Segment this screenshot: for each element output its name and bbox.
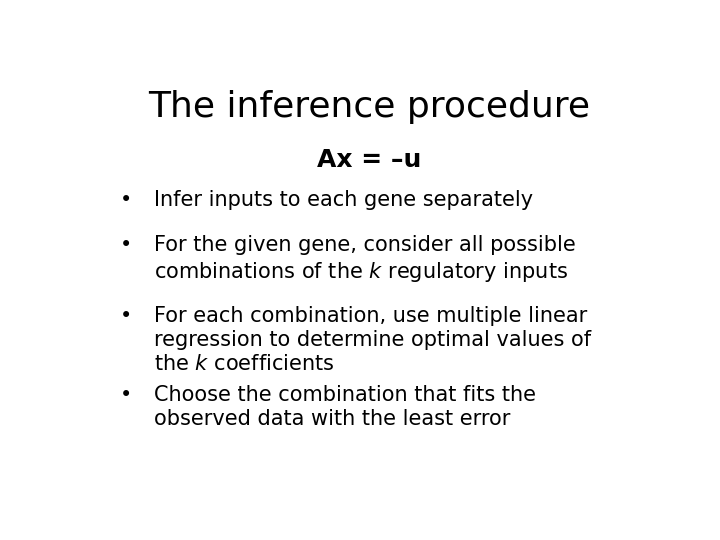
Text: For the given gene, consider all possible
combinations of the $k$ regulatory inp: For the given gene, consider all possibl… xyxy=(154,235,576,284)
Text: Infer inputs to each gene separately: Infer inputs to each gene separately xyxy=(154,190,534,210)
Text: Ax = –u: Ax = –u xyxy=(317,148,421,172)
Text: •: • xyxy=(120,190,132,210)
Text: The inference procedure: The inference procedure xyxy=(148,90,590,124)
Text: For each combination, use multiple linear
regression to determine optimal values: For each combination, use multiple linea… xyxy=(154,306,591,374)
Text: •: • xyxy=(120,235,132,255)
Text: •: • xyxy=(120,385,132,405)
Text: Choose the combination that fits the
observed data with the least error: Choose the combination that fits the obs… xyxy=(154,385,536,429)
Text: •: • xyxy=(120,306,132,326)
